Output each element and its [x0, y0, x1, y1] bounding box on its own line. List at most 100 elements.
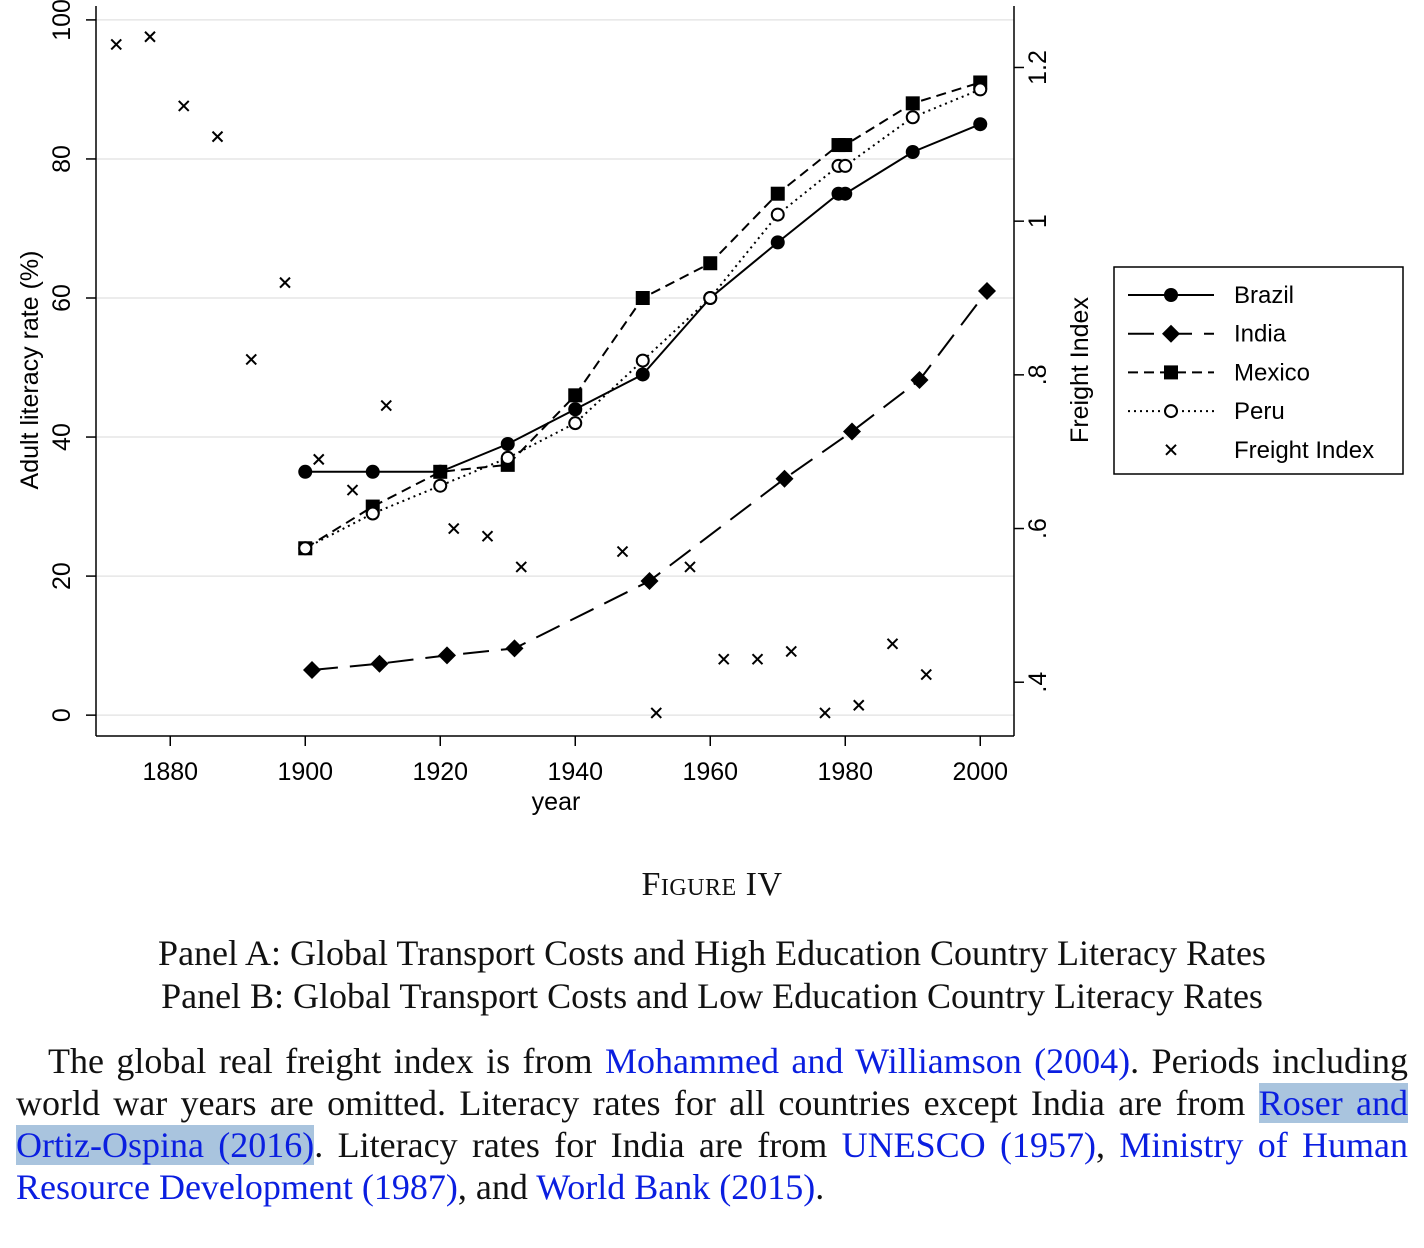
data-point-freight-index — [144, 31, 156, 43]
legend-label-india: India — [1234, 321, 1287, 348]
legend-label-mexico: Mexico — [1234, 359, 1310, 386]
data-point-brazil — [973, 117, 988, 132]
data-point-freight-index — [313, 453, 325, 466]
data-point-mexico — [838, 138, 853, 153]
data-point-freight-index — [481, 530, 494, 542]
data-point-brazil — [770, 235, 785, 250]
legend-marker-brazil — [1164, 288, 1178, 302]
data-point-peru — [770, 207, 785, 222]
figure-note: The global real freight index is from Mo… — [16, 1040, 1408, 1208]
data-point-india — [370, 654, 389, 673]
citation-link-mohammed-williamson[interactable]: Mohammed and Williamson (2004) — [604, 1041, 1131, 1081]
data-point-peru — [568, 416, 583, 431]
data-point-brazil — [500, 437, 515, 451]
y-tick-label: 40 — [48, 423, 76, 451]
data-point-mexico — [905, 96, 920, 111]
y-tick-label: 100 — [48, 0, 76, 41]
y2-axis-title: Freight Index — [1066, 297, 1094, 443]
data-point-freight-index — [684, 561, 696, 573]
series-line-india — [311, 290, 988, 671]
citation-link-ministry-hrd[interactable]: Ministry of Human Resource Development (… — [16, 1125, 1409, 1207]
markers — [110, 31, 996, 719]
data-point-freight-index — [650, 707, 662, 719]
x-tick-label: 1940 — [547, 758, 603, 786]
data-point-mexico — [703, 256, 718, 271]
data-point-brazil — [838, 186, 853, 201]
data-point-freight-index — [346, 484, 359, 496]
x-tick-label: 2000 — [952, 758, 1008, 786]
data-point-india — [910, 371, 929, 390]
y-tick-label: 0 — [48, 708, 76, 722]
axes: 0 20 40 60 80 100 1880 1900 1920 1940 1960 1980 2000… — [48, 0, 1052, 786]
data-point-peru — [703, 291, 718, 305]
data-point-brazil — [635, 367, 650, 382]
y-axis-title: Adult literacy rate (%) — [16, 251, 44, 490]
data-point-freight-index — [178, 100, 190, 112]
data-point-freight-index — [245, 353, 257, 366]
series-line-brazil — [305, 123, 981, 473]
data-point-mexico — [433, 464, 448, 479]
data-point-freight-index — [515, 561, 527, 573]
note-text-1: The global real freight index is from — [48, 1041, 605, 1081]
gridlines — [96, 19, 1014, 716]
series-line-mexico — [304, 81, 981, 550]
data-point-freight-index — [110, 38, 122, 51]
y2-tick-label: .8 — [1024, 364, 1052, 385]
y-tick-label: 20 — [48, 562, 76, 590]
x-tick-label: 1900 — [277, 758, 333, 786]
data-point-peru — [298, 541, 313, 556]
data-point-mexico — [568, 388, 583, 403]
data-point-freight-index — [616, 545, 629, 558]
data-point-peru — [973, 82, 988, 97]
y-tick-label: 80 — [48, 145, 76, 173]
x-tick-label: 1980 — [817, 758, 873, 786]
y2-tick-label: .6 — [1024, 518, 1052, 539]
note-text-2: . Periods including world war years are … — [16, 1041, 1409, 1123]
x-axis-title: year — [532, 788, 581, 816]
data-point-freight-index — [448, 522, 460, 535]
citation-link-world-bank[interactable]: World Bank (2015) — [536, 1167, 816, 1207]
data-point-mexico — [635, 291, 650, 305]
x-tick-label: 1960 — [682, 758, 738, 786]
data-point-freight-index — [920, 668, 932, 681]
figure-title: Figure IV — [641, 866, 783, 903]
note-text-4: , — [1095, 1125, 1120, 1165]
data-point-india — [303, 660, 321, 679]
legend-marker-india — [1162, 324, 1180, 343]
data-point-freight-index — [718, 653, 730, 665]
panel-b-caption: Panel B: Global Transport Costs and Low … — [161, 976, 1263, 1016]
data-point-india — [505, 639, 524, 658]
y2-tick-label: .4 — [1024, 672, 1052, 693]
data-point-freight-index — [211, 130, 224, 143]
data-point-brazil — [298, 464, 313, 479]
note-text-6: . — [815, 1167, 825, 1207]
y2-tick-label: 1 — [1024, 214, 1052, 228]
data-point-freight-index — [819, 707, 831, 719]
legend-marker-freight-index — [1165, 444, 1177, 456]
note-text-5: , and — [457, 1167, 537, 1207]
data-point-peru — [365, 506, 380, 521]
data-point-freight-index — [279, 276, 291, 289]
data-point-peru — [635, 353, 650, 368]
legend-label-freight-index: Freight Index — [1234, 437, 1374, 464]
data-point-mexico — [770, 186, 785, 201]
data-point-india — [843, 422, 861, 441]
x-tick-label: 1880 — [142, 758, 198, 786]
data-point-india — [640, 571, 659, 590]
legend-label-brazil: Brazil — [1234, 282, 1294, 309]
legend-marker-peru — [1164, 404, 1178, 419]
data-point-freight-index — [853, 699, 865, 711]
note-text-3: . Literacy rates for India are from — [314, 1125, 842, 1165]
y2-tick-label: 1.2 — [1024, 50, 1052, 85]
data-point-brazil — [568, 402, 583, 417]
data-point-brazil — [365, 464, 380, 479]
data-point-brazil — [905, 145, 920, 159]
legend-box — [1113, 266, 1404, 475]
citation-link-unesco[interactable]: UNESCO (1957) — [841, 1125, 1096, 1165]
panel-a-caption: Panel A: Global Transport Costs and High… — [158, 933, 1266, 973]
legend-marker-mexico — [1164, 365, 1178, 380]
data-point-peru — [905, 110, 920, 125]
data-point-india — [978, 282, 996, 301]
y-tick-label: 60 — [48, 284, 76, 312]
data-point-peru — [500, 450, 515, 465]
